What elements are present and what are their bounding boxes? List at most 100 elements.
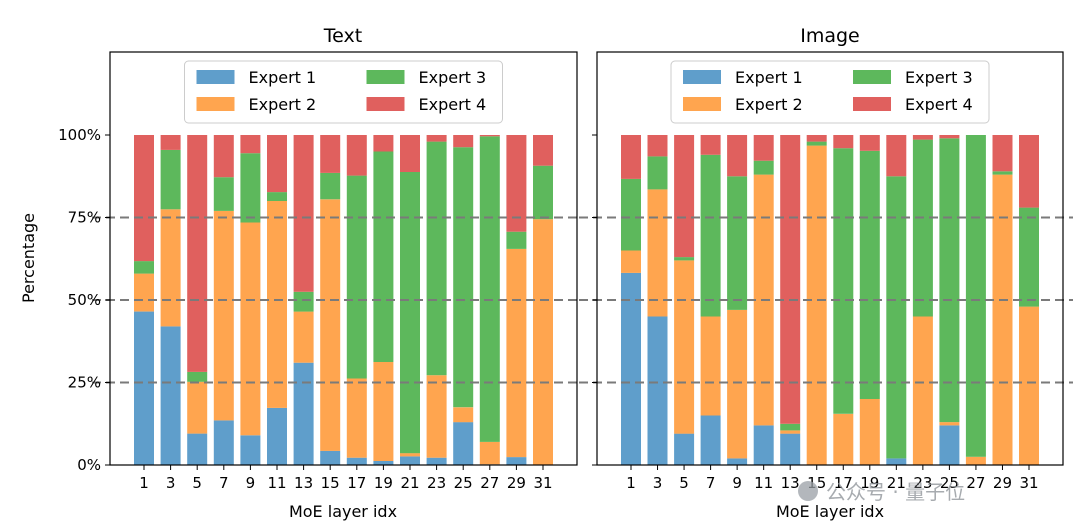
x-tick-label: 21 (887, 474, 906, 492)
bar-segment-expert-4-layer-11 (753, 135, 774, 161)
x-tick-label: 31 (1019, 474, 1038, 492)
bar-segment-expert-1-layer-23 (426, 457, 447, 465)
legend-label-expert-1: Expert 1 (249, 68, 317, 87)
bar-segment-expert-1-layer-15 (320, 450, 341, 465)
bar-segment-expert-3-layer-15 (320, 172, 341, 200)
x-tick-label: 13 (294, 474, 313, 492)
bar-segment-expert-4-layer-21 (886, 135, 907, 177)
bar-segment-expert-4-layer-31 (1019, 135, 1039, 208)
x-tick-label: 29 (507, 474, 526, 492)
x-tick-label: 19 (860, 474, 879, 492)
bar-segment-expert-4-layer-3 (647, 135, 668, 157)
legend-label-expert-3: Expert 3 (419, 68, 487, 87)
bar-segment-expert-3-layer-17 (346, 175, 367, 379)
legend-swatch-expert-1 (683, 70, 721, 84)
bar-segment-expert-3-layer-9 (240, 153, 261, 223)
x-tick-label: 5 (192, 474, 202, 492)
bar-segment-expert-2-layer-7 (213, 210, 234, 421)
bar-segment-expert-2-layer-5 (187, 381, 208, 434)
bar-segment-expert-2-layer-23 (426, 375, 447, 458)
legend-label-expert-1: Expert 1 (735, 68, 803, 87)
y-tick-label: 75% (68, 209, 101, 227)
bar-segment-expert-2-layer-15 (320, 199, 341, 451)
axes-frame (596, 51, 1064, 466)
legend-box (184, 60, 503, 124)
axes-frame (109, 51, 578, 466)
bar-segment-expert-3-layer-15 (806, 141, 827, 146)
bar-segment-expert-4-layer-19 (373, 135, 394, 152)
bar-segment-expert-4-layer-23 (912, 135, 933, 140)
bar-segment-expert-3-layer-23 (426, 141, 447, 376)
x-tick-label: 13 (781, 474, 800, 492)
watermark: 公众号 · 量子位 (798, 480, 965, 504)
bar-segment-expert-4-layer-31 (533, 135, 553, 166)
image-panel-gridlines (579, 216, 1073, 384)
bar-segment-expert-3-layer-31 (533, 165, 553, 220)
bar-segment-expert-1-layer-7 (700, 415, 721, 465)
bar-segment-expert-4-layer-1 (621, 135, 641, 179)
bar-segment-expert-2-layer-11 (267, 201, 287, 408)
bar-segment-expert-4-layer-9 (727, 135, 748, 177)
bar-segment-expert-3-layer-7 (213, 177, 234, 211)
x-tick-label: 31 (533, 474, 552, 492)
bar-segment-expert-1-layer-21 (400, 456, 420, 465)
bar-segment-expert-3-layer-5 (674, 257, 695, 261)
bar-segment-expert-2-layer-3 (160, 209, 181, 327)
bar-segment-expert-3-layer-25 (453, 147, 474, 408)
x-tick-label: 9 (732, 474, 742, 492)
bar-segment-expert-4-layer-7 (700, 135, 721, 155)
bar-segment-expert-3-layer-23 (912, 139, 933, 317)
bar-segment-expert-2-layer-29 (992, 174, 1013, 465)
bar-segment-expert-4-layer-27 (479, 135, 500, 137)
bar-segment-expert-1-layer-13 (780, 433, 801, 465)
bar-segment-expert-4-layer-3 (160, 135, 181, 150)
bar-segment-expert-4-layer-1 (134, 135, 154, 262)
bar-segment-expert-1-layer-25 (939, 425, 960, 465)
bar-segment-expert-1-layer-5 (187, 433, 208, 465)
bar-segment-expert-1-layer-5 (674, 433, 695, 465)
bar-segment-expert-2-layer-1 (134, 273, 154, 312)
bar-segment-expert-1-layer-7 (213, 420, 234, 465)
watermark-logo-icon (798, 481, 818, 501)
bar-segment-expert-3-layer-1 (134, 261, 154, 274)
bar-segment-expert-1-layer-1 (621, 272, 641, 465)
bar-segment-expert-2-layer-17 (833, 413, 854, 465)
bar-segment-expert-3-layer-11 (267, 192, 287, 201)
image-panel: Image MoE layer idx 1 3 5 7 9 11 13 15 17 19 21 23 2… (579, 25, 1073, 521)
bar-segment-expert-2-layer-25 (939, 422, 960, 426)
text-panel: Text MoE layer idx 1 3 5 7 9 11 13 15 17 19 21 23 25… (58, 25, 587, 521)
bar-segment-expert-4-layer-13 (293, 135, 314, 292)
text-panel-xlabel: MoE layer idx (289, 502, 397, 521)
text-panel-legend: Expert 1 Expert 2 Expert 3 Expert 4 (184, 60, 503, 124)
bar-segment-expert-1-layer-25 (453, 422, 474, 465)
x-tick-label: 3 (653, 474, 663, 492)
x-tick-label: 7 (706, 474, 716, 492)
bar-segment-expert-4-layer-23 (426, 135, 447, 142)
image-panel-title: Image (800, 25, 860, 47)
x-tick-label: 9 (246, 474, 256, 492)
bar-segment-expert-2-layer-7 (700, 316, 721, 416)
image-panel-xlabel: MoE layer idx (776, 502, 884, 521)
bar-segment-expert-1-layer-17 (346, 457, 367, 465)
bar-segment-expert-1-layer-3 (647, 316, 668, 465)
bar-segment-expert-3-layer-27 (965, 135, 986, 457)
bar-segment-expert-2-layer-27 (479, 441, 500, 465)
bar-segment-expert-4-layer-17 (346, 135, 367, 176)
legend-label-expert-2: Expert 2 (735, 95, 803, 114)
bar-segment-expert-3-layer-1 (621, 178, 641, 251)
bar-segment-expert-3-layer-9 (727, 176, 748, 310)
bar-segment-expert-4-layer-5 (674, 135, 695, 258)
x-tick-label: 25 (940, 474, 959, 492)
legend-label-expert-4: Expert 4 (419, 95, 487, 114)
bar-segment-expert-4-layer-29 (506, 135, 527, 232)
y-axis-label: Percentage (19, 213, 38, 303)
legend-label-expert-3: Expert 3 (905, 68, 973, 87)
text-panel-title: Text (323, 25, 362, 47)
y-tick-label: 100% (58, 126, 101, 144)
bar-segment-expert-2-layer-19 (859, 399, 880, 465)
bar-segment-expert-1-layer-13 (293, 362, 314, 465)
x-tick-label: 27 (966, 474, 985, 492)
bar-segment-expert-2-layer-19 (373, 362, 394, 461)
x-tick-label: 7 (219, 474, 229, 492)
